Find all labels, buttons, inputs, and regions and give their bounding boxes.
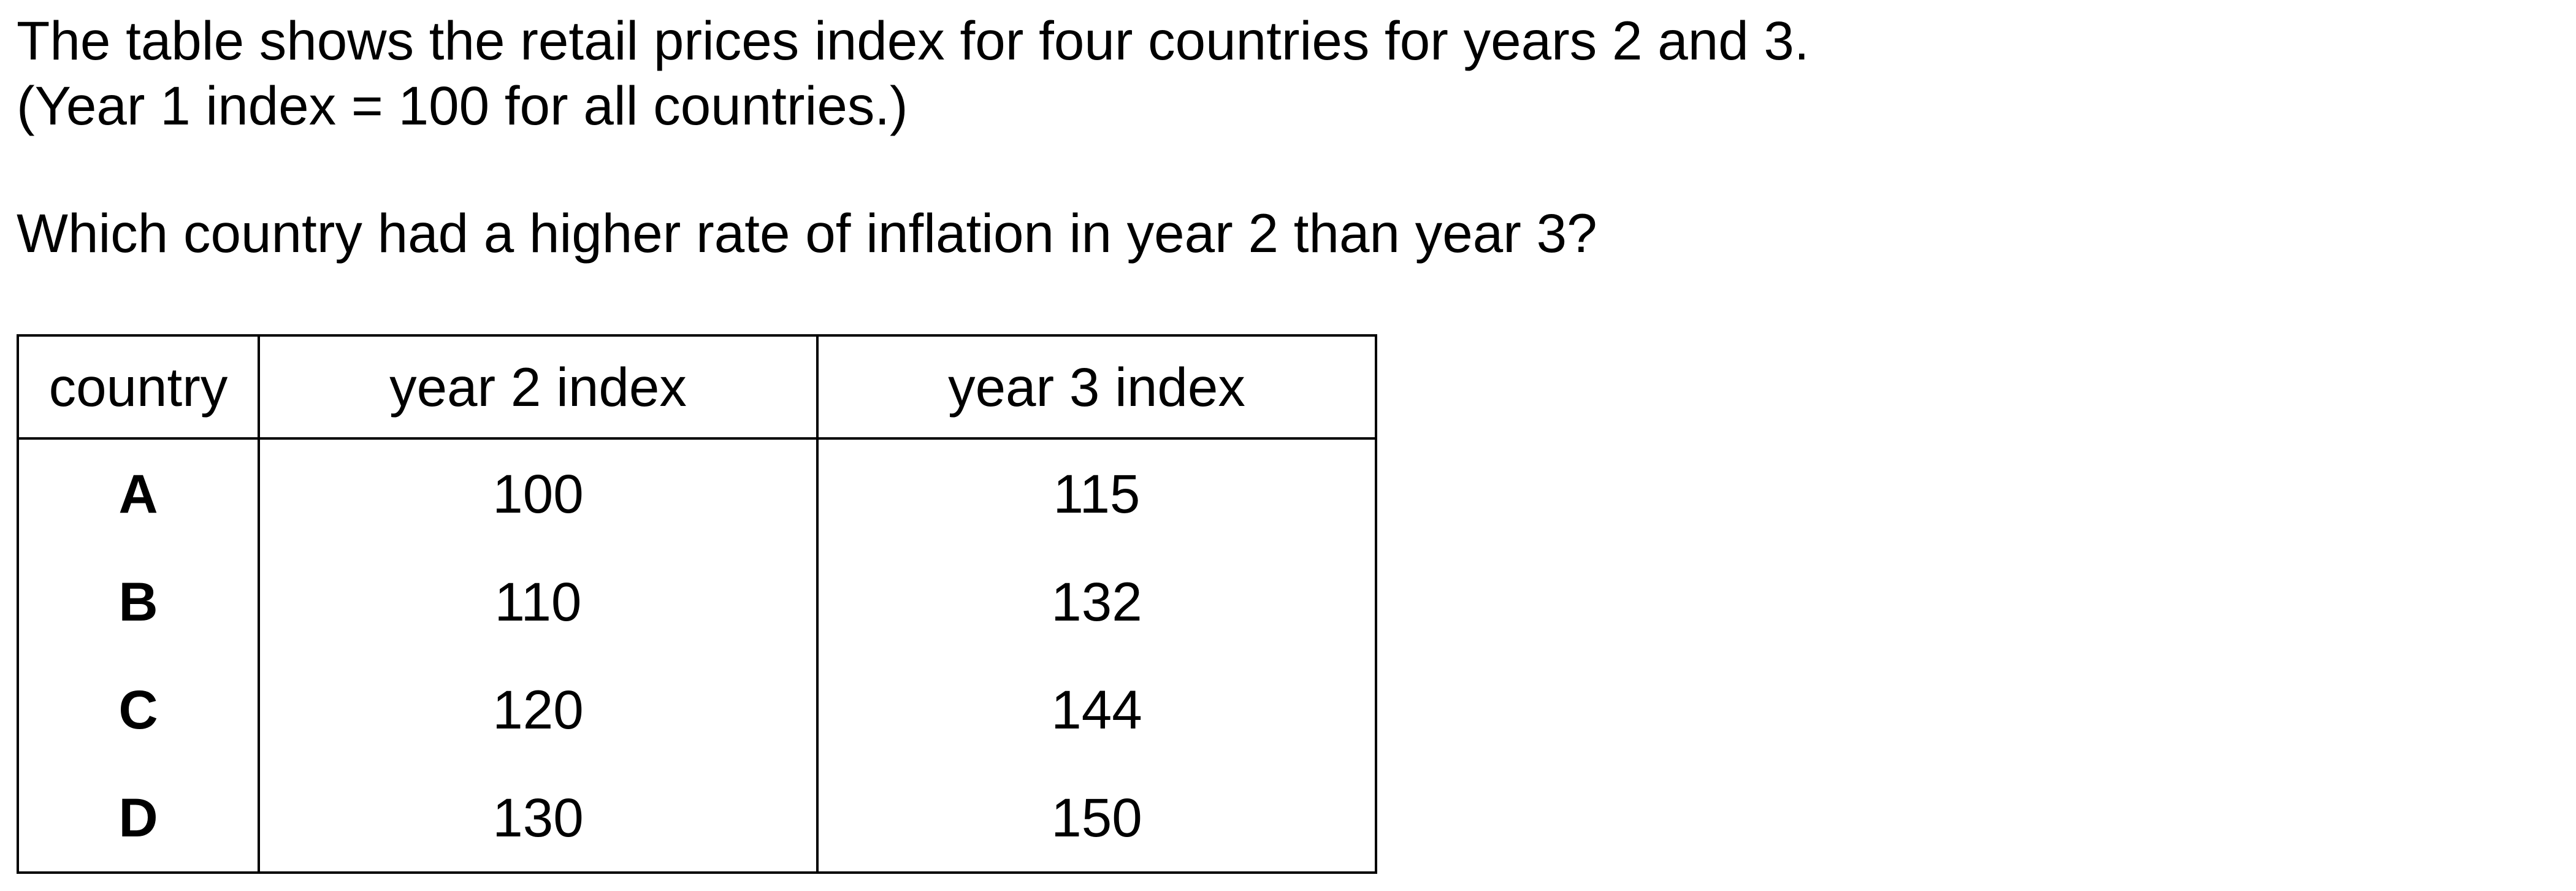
country-cell: D xyxy=(17,763,260,874)
table-row: A 100 115 xyxy=(17,438,1377,548)
country-cell: B xyxy=(17,548,260,656)
year-2-index-cell: 110 xyxy=(258,548,819,656)
country-cell: A xyxy=(17,438,260,548)
header-year-2-index: year 2 index xyxy=(258,334,819,440)
year-2-index-cell: 130 xyxy=(258,763,819,874)
year-3-index-cell: 144 xyxy=(816,656,1377,763)
header-year-3-index: year 3 index xyxy=(816,334,1377,440)
country-cell: C xyxy=(17,656,260,763)
year-3-index-cell: 150 xyxy=(816,763,1377,874)
header-country: country xyxy=(17,334,260,440)
intro-line-1: The table shows the retail prices index … xyxy=(17,10,1810,71)
table-header-row: country year 2 index year 3 index xyxy=(17,334,1377,440)
table-row: B 110 132 xyxy=(17,548,1377,656)
year-3-index-cell: 132 xyxy=(816,548,1377,656)
year-2-index-cell: 100 xyxy=(258,438,819,548)
index-table: country year 2 index year 3 index A 100 … xyxy=(17,334,1377,874)
table-row: D 130 150 xyxy=(17,763,1377,874)
year-2-index-cell: 120 xyxy=(258,656,819,763)
year-3-index-cell: 115 xyxy=(816,438,1377,548)
question-prompt: Which country had a higher rate of infla… xyxy=(17,202,1597,264)
intro-line-2: (Year 1 index = 100 for all countries.) xyxy=(17,75,908,136)
table-row: C 120 144 xyxy=(17,656,1377,763)
